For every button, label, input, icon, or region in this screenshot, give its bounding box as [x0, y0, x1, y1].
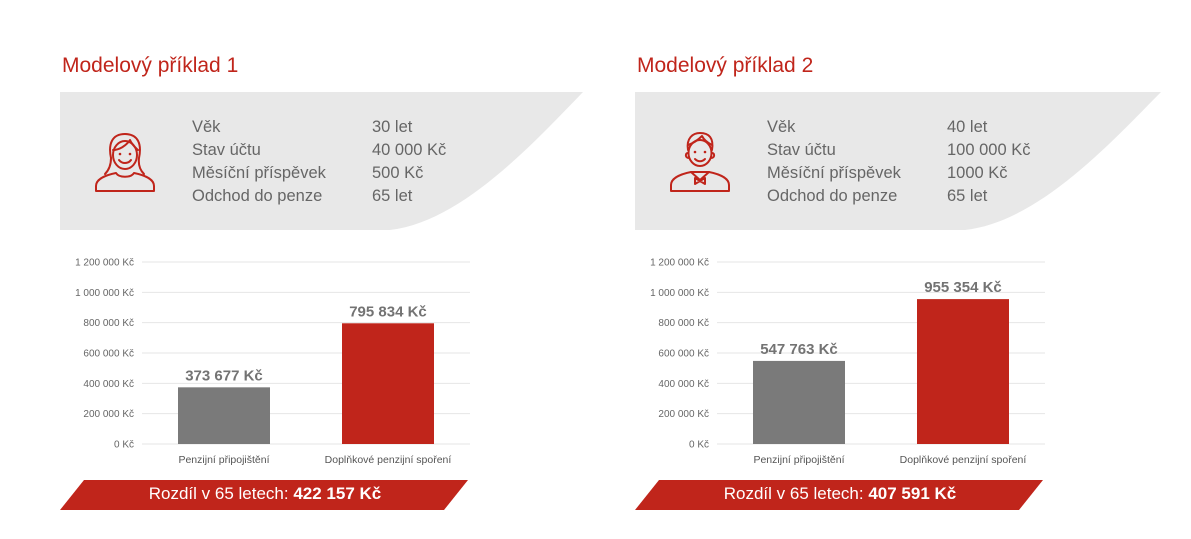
y-tick-label: 800 000 Kč	[658, 318, 709, 329]
difference-value: 422 157 Kč	[293, 484, 382, 503]
bar	[753, 360, 845, 444]
y-tick-label: 400 000 Kč	[83, 379, 134, 390]
data-label: 955 354 Kč	[924, 279, 1002, 296]
y-tick-label: 1 200 000 Kč	[75, 258, 134, 269]
difference-label: Rozdíl v 65 letech:	[148, 484, 289, 503]
y-tick-label: 800 000 Kč	[83, 318, 134, 329]
data-label: 547 763 Kč	[760, 341, 838, 358]
info-value-age: 40 let	[947, 118, 988, 136]
info-box-background	[635, 92, 1161, 230]
example-panel-1: Modelový příklad 1 Věk 30 let Stav účtu …	[60, 0, 620, 539]
example-title: Modelový příklad 2	[637, 54, 814, 77]
info-value-balance: 100 000 Kč	[947, 141, 1031, 159]
info-box-background	[60, 92, 583, 230]
difference-value: 407 591 Kč	[868, 484, 957, 503]
woman-icon	[95, 133, 155, 192]
info-label-monthly: Měsíční příspěvek	[192, 164, 326, 182]
x-tick-label: Penzijní připojištění	[178, 454, 269, 466]
man-icon	[670, 132, 730, 192]
y-tick-label: 400 000 Kč	[658, 379, 709, 390]
y-tick-label: 1 200 000 Kč	[650, 258, 709, 269]
difference-text: Rozdíl v 65 letech: 422 157 Kč	[60, 484, 470, 504]
info-value-monthly: 1000 Kč	[947, 164, 1008, 182]
info-value-monthly: 500 Kč	[372, 164, 424, 182]
y-tick-label: 0 Kč	[689, 440, 709, 451]
info-label-age: Věk	[192, 118, 221, 136]
difference-banner	[635, 480, 1043, 510]
info-label-retirement: Odchod do penze	[192, 187, 323, 205]
y-tick-label: 1 000 000 Kč	[650, 288, 709, 299]
info-label-monthly: Měsíční příspěvek	[767, 164, 901, 182]
info-value-retirement: 65 let	[372, 187, 413, 205]
info-value-age: 30 let	[372, 118, 413, 136]
y-tick-label: 200 000 Kč	[658, 409, 709, 420]
x-tick-label: Doplňkové penzijní spoření	[900, 454, 1027, 466]
info-label-age: Věk	[767, 118, 796, 136]
y-tick-label: 600 000 Kč	[658, 349, 709, 360]
y-tick-label: 600 000 Kč	[83, 349, 134, 360]
difference-label: Rozdíl v 65 letech:	[723, 484, 864, 503]
bar-chart: 0 Kč 200 000 Kč 400 000 Kč 600 000 Kč 800 00…	[75, 258, 470, 466]
info-label-balance: Stav účtu	[192, 141, 261, 159]
difference-banner	[60, 480, 468, 510]
data-label: 373 677 Kč	[185, 367, 263, 384]
bar	[917, 299, 1009, 444]
example-title: Modelový příklad 1	[62, 54, 239, 77]
x-tick-label: Doplňkové penzijní spoření	[325, 454, 452, 466]
bar-chart: 0 Kč 200 000 Kč 400 000 Kč 600 000 Kč 800 00…	[650, 258, 1045, 466]
y-tick-label: 1 000 000 Kč	[75, 288, 134, 299]
info-label-balance: Stav účtu	[767, 141, 836, 159]
bar	[178, 387, 270, 444]
info-value-retirement: 65 let	[947, 187, 988, 205]
difference-text: Rozdíl v 65 letech: 407 591 Kč	[635, 484, 1045, 504]
info-value-balance: 40 000 Kč	[372, 141, 447, 159]
info-label-retirement: Odchod do penze	[767, 187, 898, 205]
y-tick-label: 200 000 Kč	[83, 409, 134, 420]
example-panel-2: Modelový příklad 2 Věk 40 let Stav účtu …	[635, 0, 1191, 539]
x-tick-label: Penzijní připojištění	[753, 454, 844, 466]
bar	[342, 323, 434, 444]
data-label: 795 834 Kč	[349, 303, 427, 320]
y-tick-label: 0 Kč	[114, 440, 134, 451]
